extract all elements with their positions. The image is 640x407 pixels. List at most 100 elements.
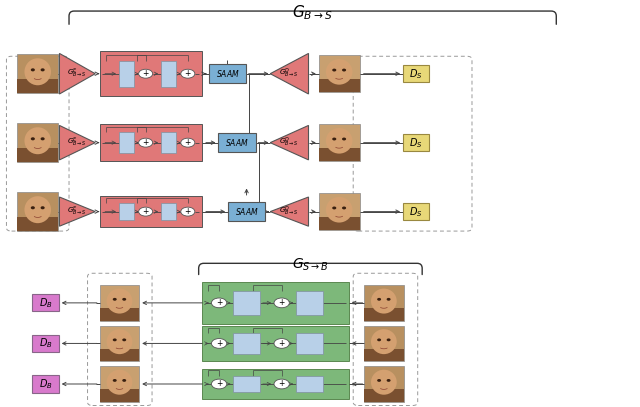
Text: $D_S$: $D_S$ bbox=[409, 205, 422, 219]
Text: +: + bbox=[143, 69, 149, 78]
FancyBboxPatch shape bbox=[403, 203, 429, 220]
FancyBboxPatch shape bbox=[364, 308, 404, 321]
FancyBboxPatch shape bbox=[364, 349, 404, 361]
FancyBboxPatch shape bbox=[319, 193, 360, 230]
Ellipse shape bbox=[40, 68, 45, 71]
Ellipse shape bbox=[107, 370, 132, 395]
Text: $D_B$: $D_B$ bbox=[38, 296, 52, 310]
Text: $D_B$: $D_B$ bbox=[38, 337, 52, 350]
Text: +: + bbox=[184, 138, 191, 147]
FancyBboxPatch shape bbox=[32, 294, 59, 311]
Ellipse shape bbox=[24, 127, 51, 154]
Circle shape bbox=[139, 207, 153, 216]
Ellipse shape bbox=[371, 329, 397, 354]
Ellipse shape bbox=[40, 206, 45, 209]
Ellipse shape bbox=[387, 339, 390, 341]
FancyBboxPatch shape bbox=[319, 55, 360, 92]
FancyBboxPatch shape bbox=[100, 125, 202, 161]
Ellipse shape bbox=[113, 298, 116, 301]
Circle shape bbox=[211, 379, 227, 389]
Ellipse shape bbox=[342, 138, 346, 140]
FancyBboxPatch shape bbox=[17, 149, 58, 162]
FancyBboxPatch shape bbox=[161, 61, 176, 87]
FancyBboxPatch shape bbox=[100, 197, 202, 227]
FancyBboxPatch shape bbox=[100, 349, 140, 361]
Ellipse shape bbox=[113, 379, 116, 382]
FancyBboxPatch shape bbox=[100, 389, 140, 402]
Text: +: + bbox=[216, 379, 222, 388]
Polygon shape bbox=[60, 53, 95, 94]
Ellipse shape bbox=[342, 206, 346, 210]
Text: $SAAM$: $SAAM$ bbox=[235, 206, 259, 217]
FancyBboxPatch shape bbox=[202, 282, 349, 324]
Ellipse shape bbox=[40, 137, 45, 140]
Circle shape bbox=[139, 69, 153, 78]
FancyBboxPatch shape bbox=[209, 64, 246, 83]
Text: $SAAM$: $SAAM$ bbox=[225, 137, 249, 148]
Ellipse shape bbox=[31, 68, 35, 71]
FancyBboxPatch shape bbox=[100, 285, 140, 321]
Circle shape bbox=[274, 339, 289, 348]
Polygon shape bbox=[270, 125, 308, 160]
Polygon shape bbox=[60, 197, 95, 226]
Text: $G^E_{B\rightarrow S}$: $G^E_{B\rightarrow S}$ bbox=[67, 136, 87, 149]
Text: $G_{S\rightarrow B}$: $G_{S\rightarrow B}$ bbox=[292, 257, 329, 274]
FancyBboxPatch shape bbox=[296, 376, 323, 392]
Polygon shape bbox=[60, 125, 95, 160]
FancyBboxPatch shape bbox=[228, 202, 265, 221]
Ellipse shape bbox=[113, 339, 116, 341]
Ellipse shape bbox=[387, 298, 390, 301]
FancyBboxPatch shape bbox=[233, 291, 260, 315]
Ellipse shape bbox=[326, 197, 353, 223]
FancyBboxPatch shape bbox=[100, 366, 140, 402]
Ellipse shape bbox=[122, 379, 126, 382]
FancyBboxPatch shape bbox=[100, 51, 202, 96]
Text: $G^E_{B\rightarrow S}$: $G^E_{B\rightarrow S}$ bbox=[67, 205, 87, 218]
Circle shape bbox=[211, 339, 227, 348]
Ellipse shape bbox=[31, 137, 35, 140]
Ellipse shape bbox=[342, 69, 346, 72]
Text: +: + bbox=[143, 138, 149, 147]
Circle shape bbox=[180, 207, 195, 216]
FancyBboxPatch shape bbox=[17, 79, 58, 93]
Ellipse shape bbox=[371, 370, 397, 395]
FancyBboxPatch shape bbox=[296, 333, 323, 354]
Text: $G_{B\rightarrow S}$: $G_{B\rightarrow S}$ bbox=[292, 4, 333, 22]
FancyBboxPatch shape bbox=[17, 123, 58, 162]
Circle shape bbox=[180, 138, 195, 147]
FancyBboxPatch shape bbox=[119, 61, 134, 87]
FancyBboxPatch shape bbox=[319, 125, 360, 161]
Ellipse shape bbox=[107, 289, 132, 313]
FancyBboxPatch shape bbox=[233, 333, 260, 354]
Text: $G^D_{B\rightarrow S}$: $G^D_{B\rightarrow S}$ bbox=[280, 136, 300, 149]
FancyBboxPatch shape bbox=[161, 132, 176, 153]
Ellipse shape bbox=[122, 339, 126, 341]
Ellipse shape bbox=[332, 206, 336, 210]
FancyBboxPatch shape bbox=[32, 335, 59, 352]
Text: +: + bbox=[278, 379, 285, 388]
FancyBboxPatch shape bbox=[364, 285, 404, 321]
FancyBboxPatch shape bbox=[233, 376, 260, 392]
FancyBboxPatch shape bbox=[319, 148, 360, 161]
Text: $G^D_{B\rightarrow S}$: $G^D_{B\rightarrow S}$ bbox=[280, 67, 300, 80]
FancyBboxPatch shape bbox=[403, 134, 429, 151]
FancyBboxPatch shape bbox=[32, 376, 59, 392]
Text: +: + bbox=[216, 339, 222, 348]
Text: +: + bbox=[184, 207, 191, 216]
Text: $D_B$: $D_B$ bbox=[38, 377, 52, 391]
FancyBboxPatch shape bbox=[100, 308, 140, 321]
FancyBboxPatch shape bbox=[403, 65, 429, 82]
Circle shape bbox=[274, 379, 289, 389]
Ellipse shape bbox=[107, 329, 132, 354]
Circle shape bbox=[139, 138, 153, 147]
Ellipse shape bbox=[326, 128, 353, 153]
FancyBboxPatch shape bbox=[119, 132, 134, 153]
Ellipse shape bbox=[387, 379, 390, 382]
Ellipse shape bbox=[332, 138, 336, 140]
Circle shape bbox=[211, 298, 227, 308]
Text: $D_S$: $D_S$ bbox=[409, 67, 422, 81]
FancyBboxPatch shape bbox=[296, 291, 323, 315]
FancyBboxPatch shape bbox=[202, 326, 349, 361]
Circle shape bbox=[274, 298, 289, 308]
Ellipse shape bbox=[377, 379, 381, 382]
